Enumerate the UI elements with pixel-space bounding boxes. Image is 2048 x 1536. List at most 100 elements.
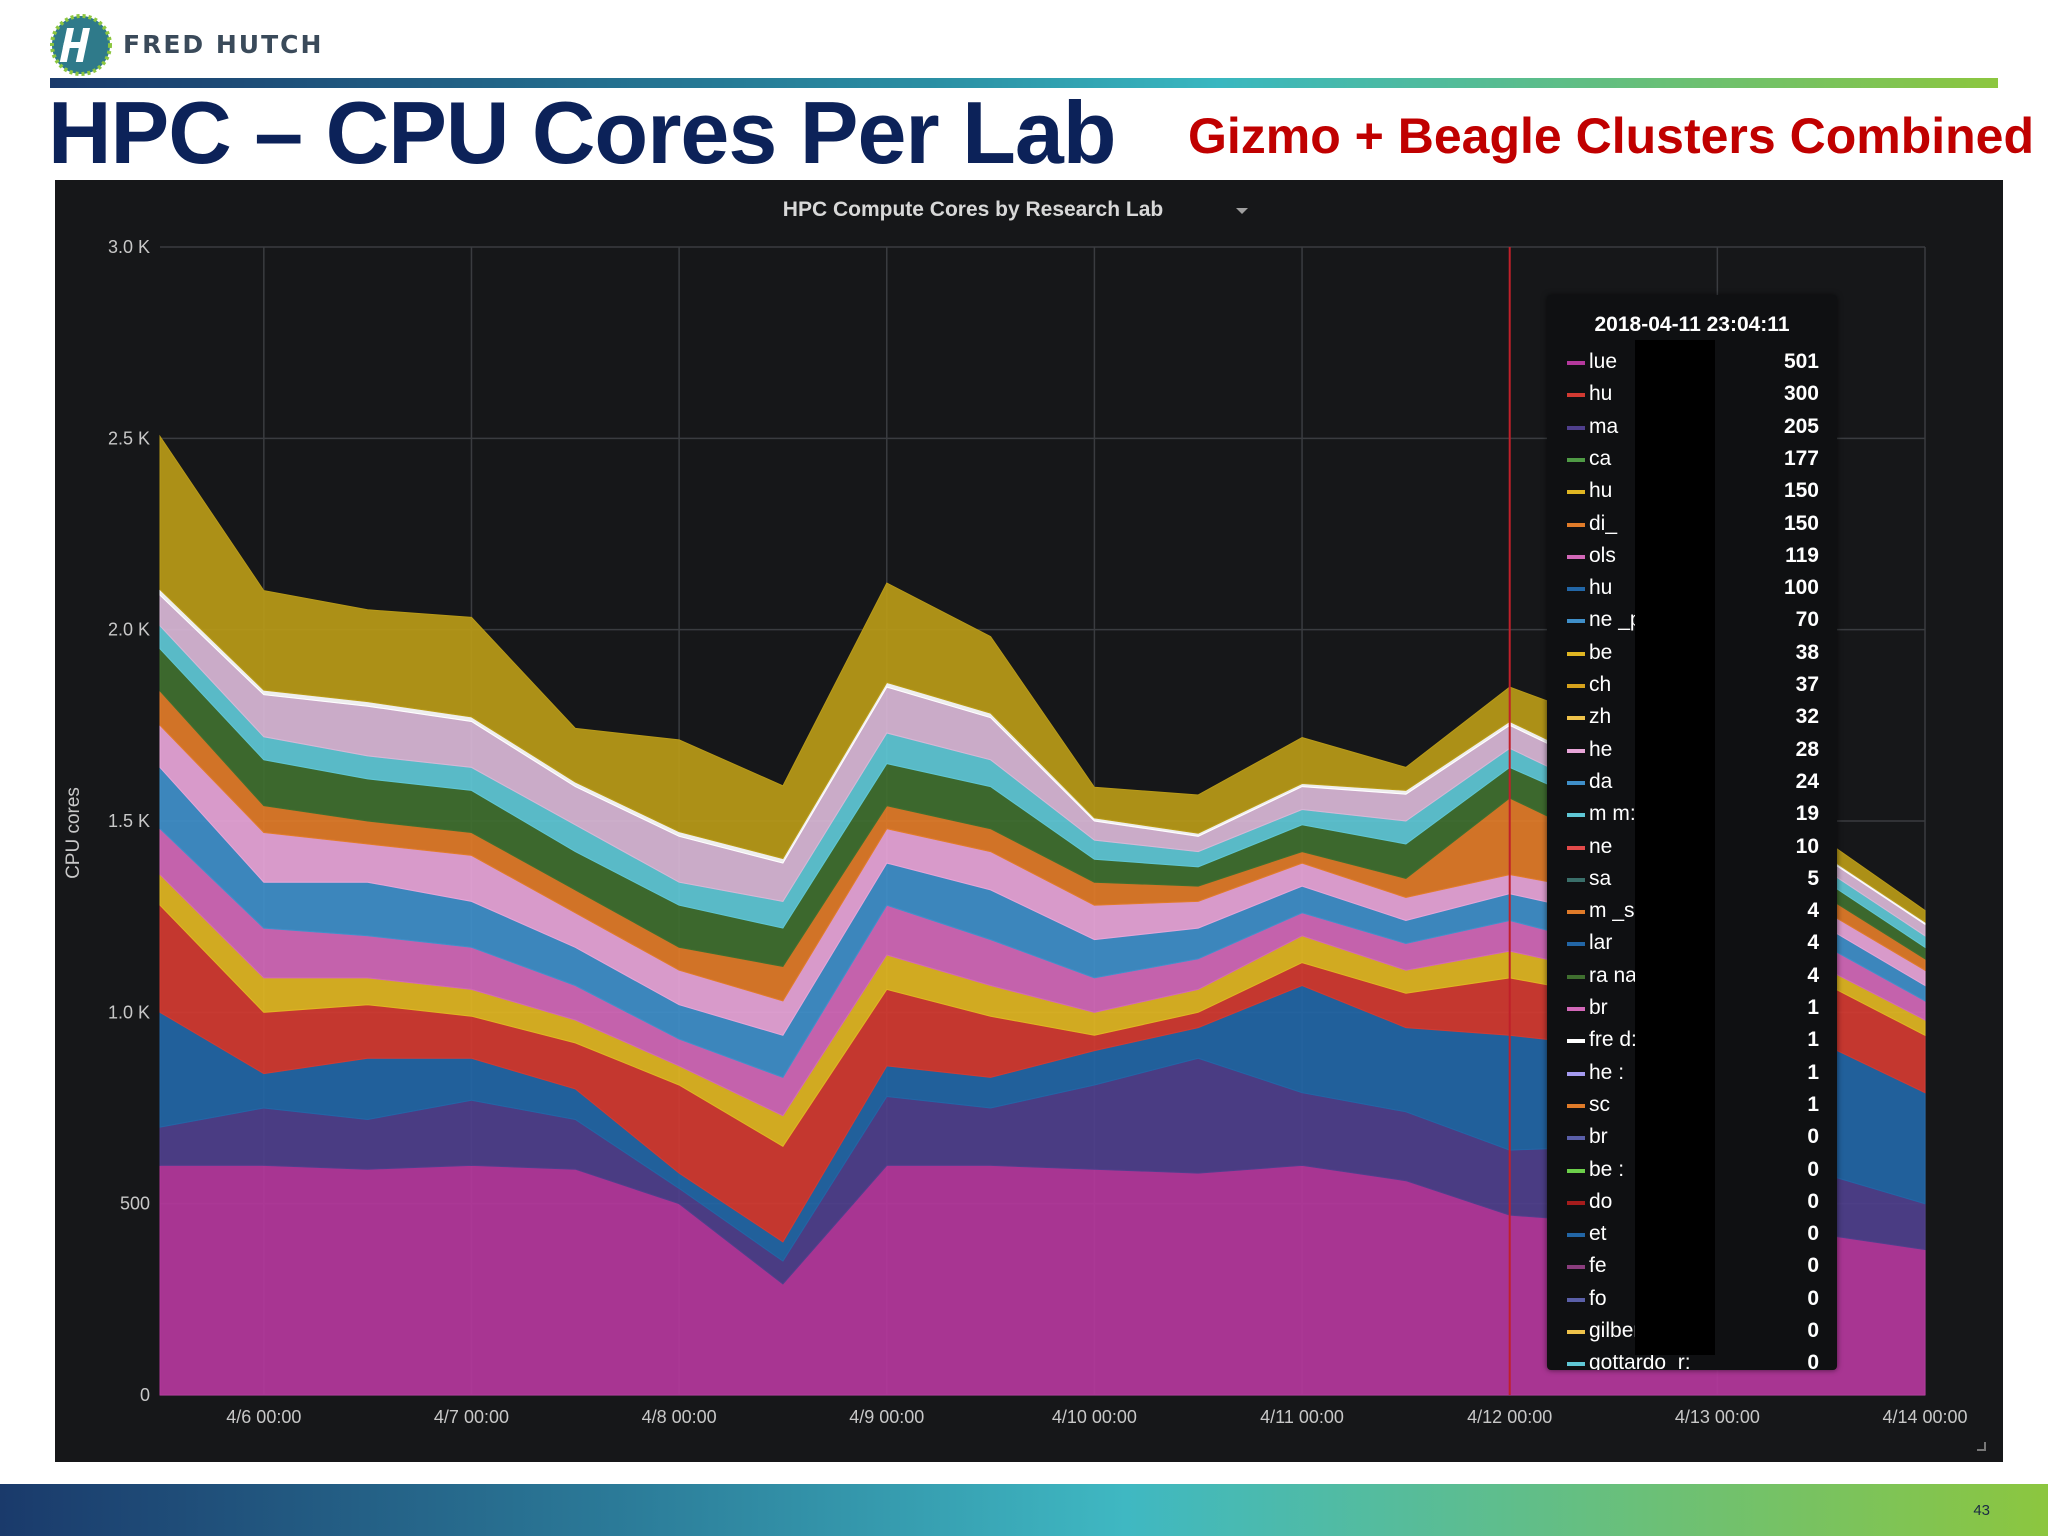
tooltip-row: br 0 [1547,1123,1837,1153]
tooltip-row: ma 205 [1547,413,1837,443]
series-swatch [1567,1071,1585,1076]
x-tick-label: 4/10 00:00 [1052,1407,1137,1427]
series-swatch [1567,942,1585,947]
series-swatch [1567,910,1585,915]
fred-hutch-logo-icon [50,14,112,76]
tooltip-row: fo 0 [1547,1285,1837,1315]
tooltip-row: m _s: 4 [1547,897,1837,927]
tooltip-series-name: be [1589,640,1613,664]
tooltip-series-value: 100 [1783,576,1819,600]
series-swatch [1567,393,1585,398]
tooltip-series-name: hu [1589,382,1613,406]
tooltip-timestamp: 2018-04-11 23:04:11 [1594,313,1790,336]
series-swatch [1567,845,1585,850]
y-axis-label: CPU cores [63,787,84,879]
tooltip-series-name: sc [1589,1092,1610,1116]
series-swatch [1567,361,1585,365]
tooltip-series-value: 150 [1783,511,1819,535]
series-swatch [1567,813,1585,818]
tooltip-series-value: 0 [1807,1254,1819,1278]
tooltip-series-value: 28 [1795,737,1819,761]
tooltip-series-value: 37 [1795,673,1819,696]
tooltip-series-name: da [1589,769,1613,793]
hover-tooltip: 2018-04-11 23:04:11 lue 501 hu 300 ma 205 ca 17… [1547,295,1837,1370]
tooltip-series-value: 0 [1807,1222,1819,1246]
series-swatch [1567,1297,1585,1302]
x-tick-label: 4/8 00:00 [642,1407,717,1427]
tooltip-series-name: sa [1589,866,1612,890]
resize-handle-icon[interactable] [1977,1442,1986,1451]
x-tick-label: 4/12 00:00 [1467,1407,1552,1427]
tooltip-row: hu 150 [1547,477,1837,507]
series-swatch [1567,974,1585,979]
tooltip-row: fe 0 [1547,1252,1837,1282]
page-number: 43 [1973,1502,1990,1519]
chart-title-dropdown-icon[interactable] [1236,208,1248,214]
tooltip-row: he 28 [1547,736,1837,766]
y-tick-label: 1.5 K [108,811,150,831]
tooltip-row: m m: 19 [1547,800,1837,830]
tooltip-series-name: m _s: [1589,899,1641,923]
tooltip-row: di_ 150 [1547,510,1837,540]
slide-subtitle: Gizmo + Beagle Clusters Combined [1188,108,2035,164]
footer-bar: 43 [0,1484,2048,1536]
tooltip-series-name: gottardo_r: [1589,1351,1691,1370]
tooltip-series-name: lue [1589,350,1618,373]
tooltip-series-value: 1 [1807,1092,1819,1116]
tooltip-series-name: zh [1589,705,1612,729]
series-swatch [1567,684,1585,688]
series-swatch [1567,1330,1585,1334]
slide-title: HPC – CPU Cores Per Lab [48,83,1117,182]
tooltip-series-name: et [1589,1222,1607,1246]
chart-title[interactable]: HPC Compute Cores by Research Lab [783,198,1163,221]
tooltip-row: ch 37 [1547,671,1837,701]
tooltip-series-value: 177 [1783,446,1819,470]
tooltip-series-value: 0 [1807,1189,1819,1213]
tooltip-row: be : 0 [1547,1156,1837,1186]
tooltip-series-value: 24 [1795,769,1819,793]
tooltip-row: ols 119 [1547,542,1837,572]
area-series-13[interactable] [159,434,1926,923]
series-swatch [1567,457,1585,462]
tooltip-series-name: fe [1589,1254,1607,1278]
tooltip-series-name: m m: [1589,802,1636,826]
tooltip-series-value: 70 [1795,608,1819,632]
series-swatch [1567,651,1585,656]
tooltip-series-value: 4 [1807,931,1819,955]
tooltip-series-value: 0 [1807,1157,1819,1181]
tooltip-series-name: br [1589,1125,1608,1149]
x-tick-label: 4/11 00:00 [1260,1407,1344,1427]
tooltip-row: da 24 [1547,768,1837,798]
series-swatch [1567,1103,1585,1108]
tooltip-series-name: ch [1589,673,1612,696]
series-swatch [1567,1233,1585,1238]
tooltip-series-value: 32 [1795,705,1819,729]
tooltip-row: hu 100 [1547,574,1837,604]
tooltip-series-name: hu [1589,479,1613,503]
x-tick-label: 4/6 00:00 [226,1407,301,1427]
series-swatch [1567,780,1585,785]
tooltip-series-name: fre d: [1589,1028,1637,1052]
tooltip-series-name: be : [1589,1157,1625,1181]
series-swatch [1567,490,1585,495]
y-tick-label: 1.0 K [108,1002,150,1022]
tooltip-row: zh 32 [1547,703,1837,733]
chart-panel: 0 500 1.0 K 1.5 K 2.0 K 2.5 K 3.0 K 4/6 00:00 4/… [55,180,2003,1462]
series-swatch [1567,1362,1585,1367]
tooltip-series-name: lar [1589,931,1613,955]
series-swatch [1567,425,1585,430]
tooltip-series-value: 501 [1783,350,1819,373]
x-tick-label: 4/13 00:00 [1675,1407,1760,1427]
tooltip-row: lar 4 [1547,929,1837,959]
series-swatch [1567,554,1585,559]
tooltip-series-name: ne _p: [1589,608,1648,632]
series-swatch [1567,619,1585,624]
tooltip-series-value: 4 [1807,963,1819,987]
tooltip-row: sc 1 [1547,1091,1837,1121]
y-tick-label: 2.0 K [108,620,150,640]
tooltip-row: gottardo_r: 0 [1547,1349,1837,1370]
tooltip-row: br 1 [1547,994,1837,1024]
y-tick-label: 3.0 K [108,237,150,257]
series-swatch [1567,1265,1585,1270]
